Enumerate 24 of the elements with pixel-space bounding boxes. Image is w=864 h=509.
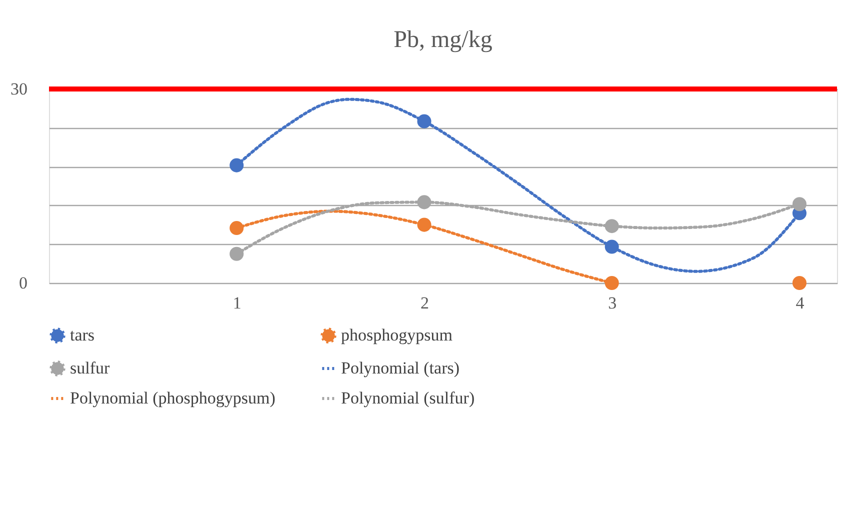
- x-tick-label: 1: [232, 294, 242, 312]
- y-tick-label: 0: [19, 274, 28, 292]
- legend-label: Polynomial (sulfur): [341, 388, 475, 408]
- point: [230, 158, 244, 172]
- legend-label: Polynomial (tars): [341, 358, 460, 378]
- point: [417, 195, 432, 210]
- x-tick-label: 3: [608, 294, 617, 312]
- point: [792, 197, 806, 212]
- point: [417, 218, 432, 232]
- point: [230, 246, 244, 261]
- point: [604, 240, 619, 254]
- point: [417, 114, 432, 128]
- legend-label: tars: [70, 326, 95, 345]
- legend-label: phosphogypsum: [341, 326, 452, 345]
- x-tick-label: 4: [796, 294, 805, 312]
- legend-label: Polynomial (phosphogypsum): [70, 388, 276, 408]
- chart-title: Pb, mg/kg: [394, 27, 492, 53]
- point: [230, 221, 244, 236]
- x-tick-label: 2: [420, 294, 429, 312]
- point: [604, 219, 619, 234]
- legend-label: sulfur: [70, 358, 110, 378]
- point: [604, 276, 619, 290]
- y-tick-label: 30: [10, 80, 28, 98]
- point: [792, 276, 806, 290]
